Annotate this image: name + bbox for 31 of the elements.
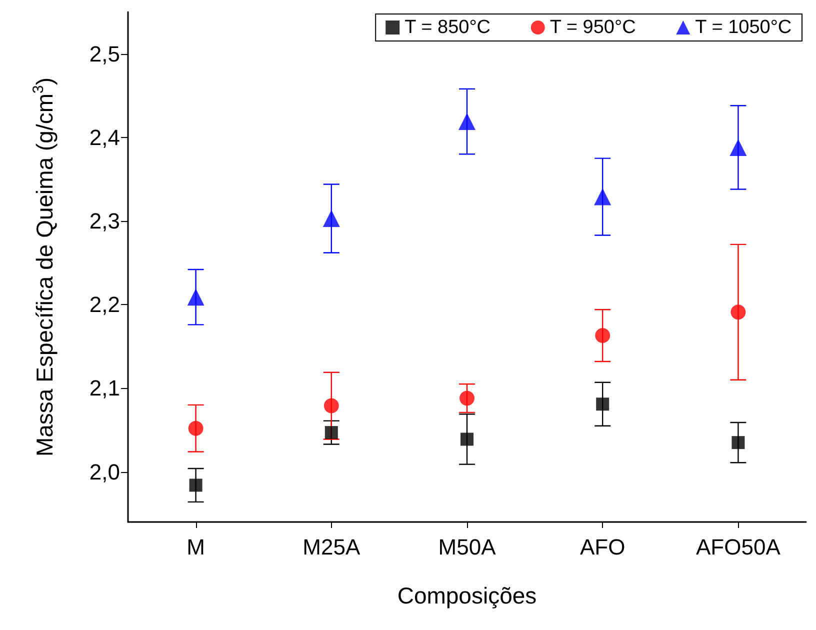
point [595, 328, 610, 344]
x-tick-label: M [186, 534, 205, 560]
legend-label: T = 850°C [404, 17, 491, 38]
y-tick-label: 2,2 [89, 292, 120, 318]
point [732, 436, 745, 450]
legend-label: T = 950°C [550, 17, 636, 38]
y-tick-label: 2,4 [89, 124, 120, 150]
point [460, 390, 474, 406]
point [458, 113, 476, 130]
x-axis-title: Composições [397, 582, 537, 608]
y-tick-label: 2,0 [89, 459, 120, 484]
y-tick-label: 2,1 [89, 376, 120, 401]
x-tick-label: AFO50A [696, 534, 781, 560]
point [188, 420, 204, 436]
legend-label: T = 1050°C [695, 17, 792, 38]
x-tick-label: M25A [302, 534, 360, 560]
point [596, 398, 610, 411]
point [594, 188, 612, 206]
point [730, 304, 746, 320]
x-tick-label: M50A [438, 534, 496, 560]
point [324, 398, 339, 414]
y-axis-title: Massa Específica de Queima (g/cm3) [30, 77, 58, 457]
x-tick-label: AFO [580, 534, 626, 560]
y-tick-label: 2,5 [89, 41, 120, 66]
y-tick-label: 2,3 [89, 208, 120, 234]
point [189, 478, 202, 492]
point [460, 432, 474, 446]
point [187, 288, 204, 306]
point [322, 210, 340, 228]
point [324, 426, 338, 440]
point [730, 138, 747, 156]
